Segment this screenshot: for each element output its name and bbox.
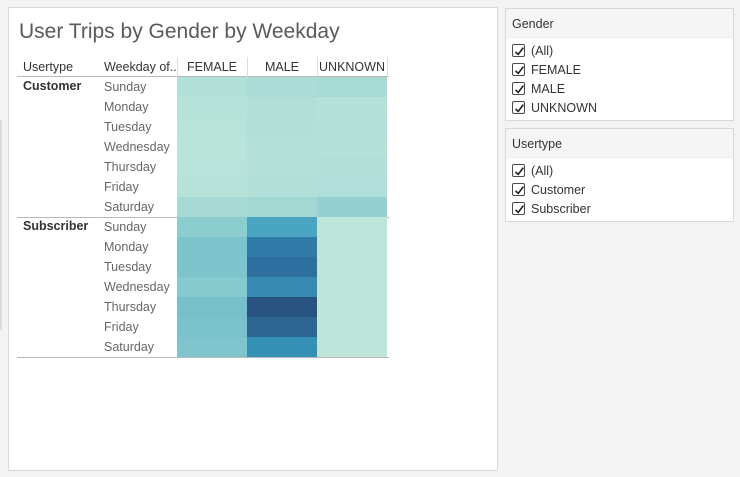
weekday-label[interactable]: Monday [104, 100, 149, 114]
filter-option-label: Customer [531, 182, 586, 197]
sheet-title: User Trips by Gender by Weekday [19, 20, 340, 43]
header-divider [317, 57, 318, 77]
filter-option[interactable]: Subscriber [512, 199, 733, 218]
heat-cell[interactable] [247, 277, 317, 297]
checkbox-icon[interactable] [512, 183, 525, 196]
heat-cell[interactable] [317, 217, 387, 237]
heat-cell[interactable] [247, 337, 317, 357]
weekday-label[interactable]: Wednesday [104, 280, 170, 294]
heat-cell[interactable] [177, 317, 247, 337]
weekday-label[interactable]: Wednesday [104, 140, 170, 154]
heat-cell[interactable] [317, 317, 387, 337]
heat-cell[interactable] [247, 257, 317, 277]
weekday-label[interactable]: Tuesday [104, 120, 152, 134]
heat-cell[interactable] [177, 197, 247, 217]
heat-cell[interactable] [317, 277, 387, 297]
group-separator [17, 357, 389, 358]
filter-option[interactable]: MALE [512, 79, 733, 98]
filter-panel-usertype: Usertype (All) Customer Subscriber [505, 128, 734, 222]
weekday-label[interactable]: Saturday [104, 200, 155, 214]
filter-option-label: Subscriber [531, 201, 591, 216]
checkbox-icon[interactable] [512, 44, 525, 57]
heat-cell[interactable] [317, 257, 387, 277]
filter-title: Usertype [506, 129, 733, 158]
column-header-female[interactable]: FEMALE [186, 60, 237, 74]
heat-cell[interactable] [177, 337, 247, 357]
column-header-unknown[interactable]: UNKNOWN [319, 60, 385, 74]
dashboard-edge [0, 120, 2, 330]
weekday-label[interactable]: Friday [104, 180, 139, 194]
filter-option[interactable]: UNKNOWN [512, 98, 733, 117]
heat-cell[interactable] [177, 177, 247, 197]
heat-cell[interactable] [247, 117, 317, 137]
weekday-label[interactable]: Thursday [104, 300, 157, 314]
usertype-label[interactable]: Customer [23, 79, 82, 93]
heat-cell[interactable] [247, 297, 317, 317]
heat-cell[interactable] [247, 317, 317, 337]
heat-cell[interactable] [247, 197, 317, 217]
checkbox-icon[interactable] [512, 101, 525, 114]
row-header-weekday[interactable]: Weekday of.. [104, 60, 177, 74]
heat-cell[interactable] [317, 197, 387, 217]
heat-cell[interactable] [247, 77, 317, 97]
table-header-row: Usertype Weekday of.. FEMALE MALE UNKNOW… [17, 57, 389, 77]
heat-cell[interactable] [177, 97, 247, 117]
heat-cell[interactable] [177, 297, 247, 317]
filter-option[interactable]: (All) [512, 41, 733, 60]
filter-option-label: UNKNOWN [531, 100, 597, 115]
filter-panel-gender: Gender (All) FEMALE MALE UNKNOWN [505, 8, 734, 121]
heat-cell[interactable] [317, 137, 387, 157]
heat-cell[interactable] [317, 157, 387, 177]
row-group-subscriber: Subscriber Sunday Monday Tuesday Wednesday Th… [17, 217, 389, 358]
heat-cell[interactable] [247, 177, 317, 197]
filter-option[interactable]: FEMALE [512, 60, 733, 79]
weekday-label[interactable]: Tuesday [104, 260, 152, 274]
heat-cell[interactable] [317, 77, 387, 97]
weekday-label[interactable]: Friday [104, 320, 139, 334]
heat-cell[interactable] [177, 257, 247, 277]
heat-cell[interactable] [247, 217, 317, 237]
weekday-label[interactable]: Sunday [104, 220, 147, 234]
heat-cell[interactable] [247, 97, 317, 117]
usertype-label[interactable]: Subscriber [23, 219, 89, 233]
header-divider [387, 57, 388, 77]
filter-option-label: (All) [531, 163, 554, 178]
heat-cell[interactable] [247, 237, 317, 257]
heat-cell[interactable] [317, 97, 387, 117]
heat-cell[interactable] [317, 337, 387, 357]
heat-cell[interactable] [177, 137, 247, 157]
filter-option-label: (All) [531, 43, 554, 58]
heat-cell[interactable] [177, 277, 247, 297]
column-header-male[interactable]: MALE [264, 60, 300, 74]
weekday-label[interactable]: Saturday [104, 340, 155, 354]
filter-option[interactable]: Customer [512, 180, 733, 199]
checkbox-icon[interactable] [512, 82, 525, 95]
filter-title: Gender [506, 9, 733, 38]
heat-cell[interactable] [317, 237, 387, 257]
filter-option[interactable]: (All) [512, 161, 733, 180]
heat-cell[interactable] [177, 77, 247, 97]
heat-cell[interactable] [247, 157, 317, 177]
heat-cell[interactable] [177, 237, 247, 257]
row-header-usertype[interactable]: Usertype [23, 60, 74, 74]
checkbox-icon[interactable] [512, 202, 525, 215]
weekday-label[interactable]: Monday [104, 240, 149, 254]
heat-cell[interactable] [317, 177, 387, 197]
weekday-label[interactable]: Thursday [104, 160, 157, 174]
row-group-customer: Customer Sunday Monday Tuesday Wednesday Thur… [17, 77, 389, 218]
heat-cell[interactable] [317, 117, 387, 137]
heat-cell[interactable] [317, 297, 387, 317]
worksheet: User Trips by Gender by Weekday Usertype… [8, 7, 498, 471]
weekday-label[interactable]: Sunday [104, 80, 147, 94]
filter-option-label: FEMALE [531, 62, 582, 77]
header-divider [177, 57, 178, 77]
filter-option-label: MALE [531, 81, 566, 96]
checkbox-icon[interactable] [512, 63, 525, 76]
heat-cell[interactable] [177, 117, 247, 137]
heat-cell[interactable] [177, 217, 247, 237]
heat-cell[interactable] [247, 137, 317, 157]
header-divider [247, 57, 248, 77]
heat-cell[interactable] [177, 157, 247, 177]
checkbox-icon[interactable] [512, 164, 525, 177]
